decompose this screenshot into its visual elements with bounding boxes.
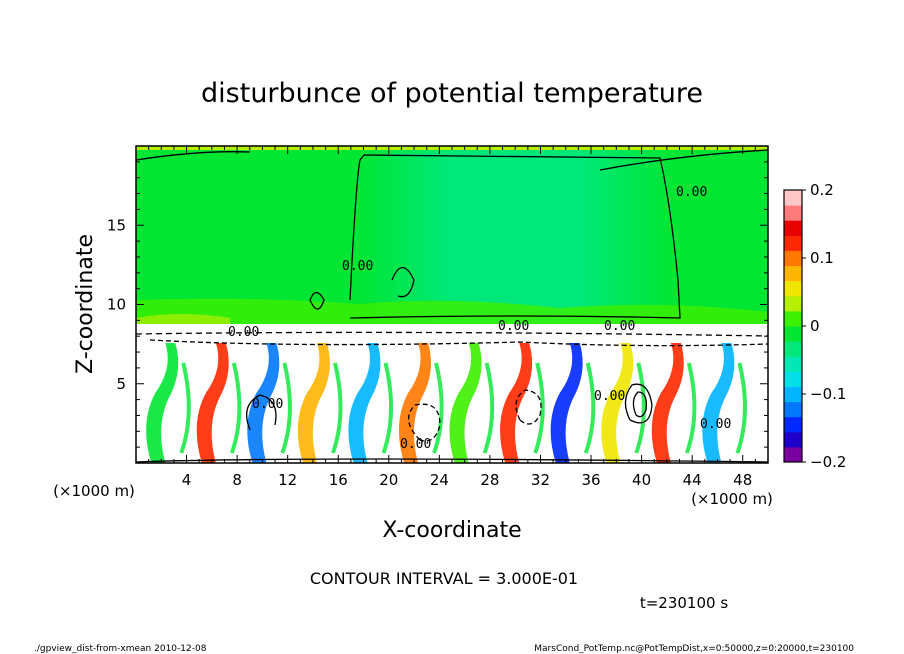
y-axis-label: Z-coordinate xyxy=(73,234,98,374)
colorbar xyxy=(784,190,802,463)
colorbar-tick-label-4: −0.2 xyxy=(810,453,846,471)
plot-area: 0.00 0.00 0.00 0.00 0.00 0.00 0.00 0.00 … xyxy=(136,146,768,463)
colorbar-swatch-14 xyxy=(784,235,802,251)
colorbar-tick-labels: 0.2 0.1 0 −0.1 −0.2 xyxy=(802,181,846,471)
y-tick-labels: 5 10 15 xyxy=(107,216,126,393)
x-tick-label-0: 4 xyxy=(182,471,192,489)
time-label: t=230100 s xyxy=(640,594,728,612)
plume-6 xyxy=(449,343,482,463)
svg-text:0.00: 0.00 xyxy=(400,437,431,452)
plume-edge-0 xyxy=(179,362,191,454)
colorbar-swatch-6 xyxy=(784,356,802,372)
y-tick-label-0: 5 xyxy=(116,375,126,393)
colorbar-swatch-10 xyxy=(784,295,802,312)
plume-4 xyxy=(348,343,381,463)
colorbar-swatch-9 xyxy=(784,310,802,327)
plume-0 xyxy=(146,343,179,463)
svg-text:0.00: 0.00 xyxy=(228,325,259,340)
inversion-band xyxy=(136,324,768,332)
x-tick-label-11: 48 xyxy=(733,471,752,489)
plume-10 xyxy=(651,343,684,463)
plume-edge-10 xyxy=(684,362,697,454)
colorbar-swatch-13 xyxy=(784,250,802,267)
footer-left-label: ./gpview_dist-from-xmean 2010-12-08 xyxy=(34,644,207,654)
plume-edge-11 xyxy=(735,362,747,454)
svg-text:0.00: 0.00 xyxy=(676,185,707,200)
plume-edge-7 xyxy=(533,362,545,454)
colorbar-tick-label-1: 0.1 xyxy=(810,249,834,267)
colorbar-swatch-8 xyxy=(784,326,802,342)
x-tick-label-10: 44 xyxy=(683,471,702,489)
plume-edge-1 xyxy=(229,362,242,454)
colorbar-tick-label-0: 0.2 xyxy=(810,181,834,199)
colorbar-swatch-2 xyxy=(784,416,802,433)
colorbar-swatch-17 xyxy=(784,190,802,206)
svg-text:0.00: 0.00 xyxy=(498,319,529,334)
x-tick-label-9: 40 xyxy=(632,471,651,489)
colorbar-swatch-15 xyxy=(784,220,802,236)
svg-text:0.00: 0.00 xyxy=(700,417,731,432)
axis-ticks xyxy=(136,146,768,463)
colorbar-tick-label-3: −0.1 xyxy=(810,385,846,403)
plume-edge-2 xyxy=(280,362,292,454)
x-unit-label-right: (×1000 m) xyxy=(691,490,773,508)
plume-9 xyxy=(601,343,634,463)
plume-11 xyxy=(702,343,735,463)
colorbar-swatch-7 xyxy=(784,341,802,357)
x-tick-label-6: 28 xyxy=(480,471,499,489)
plume-edge-8 xyxy=(583,362,596,454)
colorbar-swatch-0 xyxy=(784,446,802,463)
plume-edge-6 xyxy=(482,362,495,454)
x-tick-labels: 4 8 12 16 20 24 28 32 36 40 44 48 xyxy=(182,471,752,489)
x-axis-label: X-coordinate xyxy=(382,518,521,543)
plume-edge-3 xyxy=(331,362,343,454)
y-tick-label-2: 15 xyxy=(107,216,126,234)
x-tick-label-7: 32 xyxy=(531,471,550,489)
svg-text:0.00: 0.00 xyxy=(252,397,283,412)
colorbar-swatch-4 xyxy=(784,386,802,403)
plume-5 xyxy=(398,343,431,463)
plume-edge-4 xyxy=(381,362,394,454)
y-tick-label-1: 10 xyxy=(107,296,126,314)
colorbar-swatch-3 xyxy=(784,401,802,418)
colorbar-swatch-16 xyxy=(784,205,802,221)
colorbar-tick-label-2: 0 xyxy=(810,317,820,335)
svg-text:0.00: 0.00 xyxy=(342,259,373,274)
x-tick-label-5: 24 xyxy=(430,471,449,489)
colorbar-swatch-5 xyxy=(784,371,802,387)
convective-cells xyxy=(146,343,747,463)
colorbar-swatch-11 xyxy=(784,280,802,297)
chart-title: disturbunce of potential temperature xyxy=(201,78,703,109)
contour-lines xyxy=(136,149,768,463)
contour-interval-label: CONTOUR INTERVAL = 3.000E-01 xyxy=(310,569,578,588)
upper-yellow-streak xyxy=(136,298,768,328)
colorbar-swatch-12 xyxy=(784,265,802,282)
svg-text:0.00: 0.00 xyxy=(594,389,625,404)
x-tick-label-2: 12 xyxy=(278,471,297,489)
x-tick-label-3: 16 xyxy=(329,471,348,489)
contour-labels: 0.00 0.00 0.00 0.00 0.00 0.00 0.00 0.00 … xyxy=(228,185,731,452)
colorbar-swatch-1 xyxy=(784,431,802,448)
x-tick-label-8: 36 xyxy=(581,471,600,489)
plume-edge-9 xyxy=(634,362,646,454)
upper-layer-field xyxy=(136,146,768,328)
svg-text:0.00: 0.00 xyxy=(604,319,635,334)
plume-3 xyxy=(297,343,330,463)
plume-edge-5 xyxy=(432,362,444,454)
footer-right-label: MarsCond_PotTemp.nc@PotTempDist,x=0:5000… xyxy=(534,644,854,654)
x-unit-label-left: (×1000 m) xyxy=(53,482,135,500)
x-tick-label-4: 20 xyxy=(379,471,398,489)
plume-2 xyxy=(247,343,280,463)
plume-8 xyxy=(550,343,583,463)
x-tick-label-1: 8 xyxy=(232,471,242,489)
plume-1 xyxy=(196,343,229,463)
